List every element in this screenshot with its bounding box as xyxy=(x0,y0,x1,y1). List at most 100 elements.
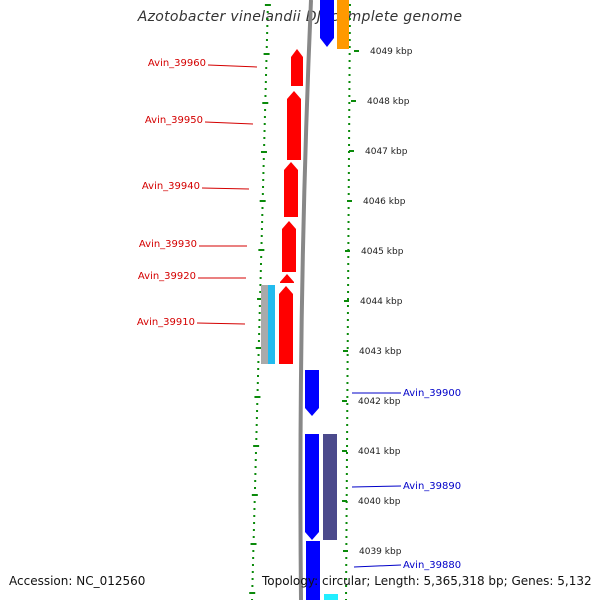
scale-tick-label: 4049 kbp xyxy=(370,47,413,57)
scale-tick xyxy=(345,250,350,252)
gc-dot xyxy=(259,200,266,202)
scale-tick-label: 4041 kbp xyxy=(358,447,401,457)
gc-dot xyxy=(348,116,351,118)
gc-track-right xyxy=(345,4,351,600)
gene-avin-39960[interactable] xyxy=(291,49,303,86)
gc-dot xyxy=(256,403,259,405)
gc-dot xyxy=(253,515,256,517)
gc-dot xyxy=(254,396,261,398)
gc-dot xyxy=(255,424,258,426)
gene-blue-top xyxy=(320,0,334,47)
gc-dot xyxy=(265,46,268,48)
gc-dot xyxy=(348,130,351,132)
gc-dot xyxy=(254,466,257,468)
scale-tick xyxy=(347,200,352,202)
gc-dot xyxy=(263,116,266,118)
gc-dot xyxy=(346,305,349,307)
scale-tick xyxy=(342,400,347,402)
reverse-gene-labels: Avin_39960 Avin_39950 Avin_39940 Avin_39930… xyxy=(137,58,258,328)
gc-dot xyxy=(259,284,262,286)
gc-dot xyxy=(345,508,348,510)
gc-dot xyxy=(258,326,261,328)
gc-dot xyxy=(263,137,266,139)
gc-dot xyxy=(348,95,351,97)
gc-dot xyxy=(260,256,263,258)
gene-label[interactable]: Avin_39930 xyxy=(139,239,197,250)
gene-avin-39880[interactable] xyxy=(306,541,320,600)
gc-dot xyxy=(348,32,351,34)
gc-dot xyxy=(346,312,349,314)
gene-avin-39950[interactable] xyxy=(287,91,301,160)
gc-dot xyxy=(264,109,267,111)
gc-dot xyxy=(258,319,261,321)
accession-text: Accession: NC_012560 xyxy=(9,574,146,588)
gc-dot xyxy=(347,277,350,279)
gene-label[interactable]: Avin_39950 xyxy=(145,115,203,126)
scale-tick-label: 4043 kbp xyxy=(359,347,402,357)
topology-text: Topology: circular; Length: 5,365,318 bp… xyxy=(262,574,592,588)
gc-dot xyxy=(264,88,267,90)
gc-dot xyxy=(265,74,268,76)
gc-dot xyxy=(263,123,266,125)
gc-dot xyxy=(346,410,349,412)
gc-dot xyxy=(348,102,351,104)
gc-dot xyxy=(263,53,270,55)
gc-dot xyxy=(347,151,350,153)
gc-dot xyxy=(345,529,348,531)
scale-tick xyxy=(343,350,348,352)
gene-avin-39920[interactable] xyxy=(280,274,294,283)
gene-label[interactable]: Avin_39940 xyxy=(142,181,200,192)
gc-dot xyxy=(258,312,261,314)
gc-dot xyxy=(348,81,351,83)
gc-dot xyxy=(345,494,348,496)
gc-dot xyxy=(264,4,271,6)
gene-label[interactable]: Avin_39920 xyxy=(138,271,196,282)
gene-label[interactable]: Avin_39890 xyxy=(403,481,461,492)
gene-label-leader xyxy=(201,187,250,190)
gc-dot xyxy=(266,32,269,34)
scale-tick xyxy=(342,500,347,502)
gc-dot xyxy=(347,193,350,195)
gc-dot xyxy=(348,39,351,41)
gc-dot xyxy=(346,431,349,433)
gc-dot xyxy=(348,137,351,139)
gene-avin-39910[interactable] xyxy=(279,286,293,364)
gc-dot xyxy=(346,361,349,363)
gene-avin-39900[interactable] xyxy=(305,370,319,416)
scale-axis: 4049 kbp 4048 kbp 4047 kbp 4046 kbp 4045 kbp… xyxy=(342,47,413,557)
gc-dot xyxy=(260,242,263,244)
gc-dot xyxy=(348,88,351,90)
gene-label[interactable]: Avin_39880 xyxy=(403,560,461,571)
gc-dot xyxy=(345,452,348,454)
gene-label[interactable]: Avin_39900 xyxy=(403,388,461,399)
gc-dot xyxy=(266,11,269,13)
gc-dot xyxy=(346,389,349,391)
gc-dot xyxy=(266,25,269,27)
gc-dot xyxy=(347,263,350,265)
gc-track-left xyxy=(249,4,271,600)
gc-dot xyxy=(347,291,350,293)
gc-dot xyxy=(347,214,350,216)
gene-avin-39940[interactable] xyxy=(284,162,298,217)
gc-dot xyxy=(348,60,351,62)
gene-label[interactable]: Avin_39910 xyxy=(137,317,195,328)
gc-dot xyxy=(252,536,255,538)
gene-avin-39890[interactable] xyxy=(305,434,319,540)
gc-dot xyxy=(345,585,348,587)
gc-dot xyxy=(251,578,254,580)
gc-dot xyxy=(256,389,259,391)
gc-dot xyxy=(258,305,261,307)
gc-dot xyxy=(345,466,348,468)
gene-avin-39930[interactable] xyxy=(282,221,296,272)
gc-dot xyxy=(345,473,348,475)
gene-label[interactable]: Avin_39960 xyxy=(148,58,206,69)
gc-dot xyxy=(253,508,256,510)
gc-dot xyxy=(261,207,264,209)
gc-dot xyxy=(262,158,265,160)
gc-dot xyxy=(254,452,257,454)
gc-dot xyxy=(348,74,351,76)
gc-dot xyxy=(346,347,349,349)
gc-dot xyxy=(345,515,348,517)
scale-tick xyxy=(354,50,359,52)
